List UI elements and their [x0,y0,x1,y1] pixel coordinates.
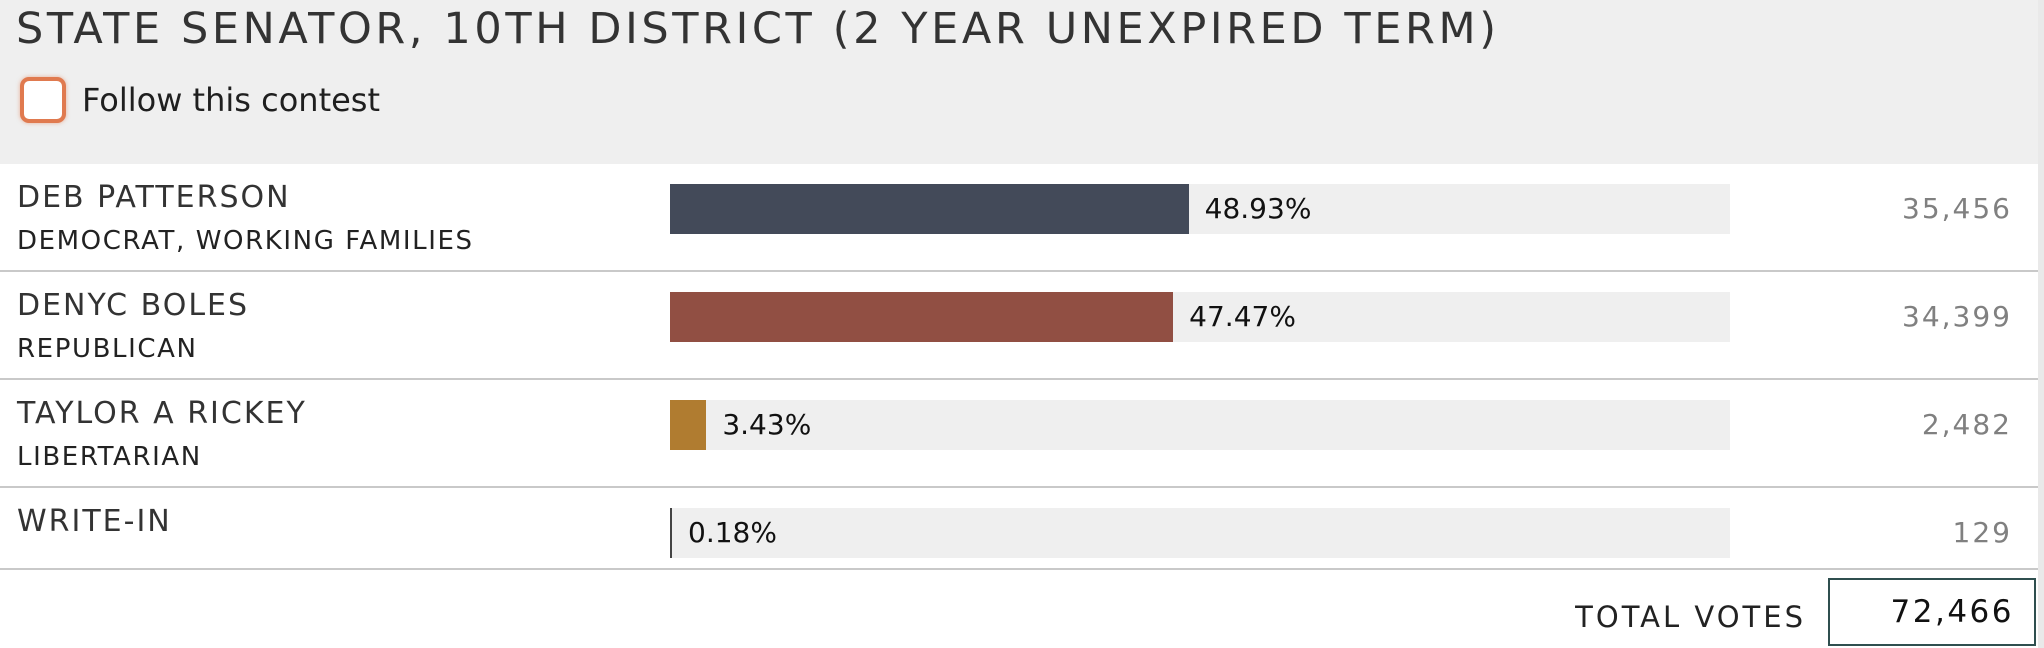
candidate-party: REPUBLICAN [17,334,198,364]
candidate-row: TAYLOR A RICKEY LIBERTARIAN 3.43% 2,482 [0,380,2038,488]
vote-bar-track [670,508,1730,558]
vote-bar-track [670,184,1730,234]
follow-label: Follow this contest [82,81,381,119]
follow-checkbox[interactable] [20,77,66,123]
candidate-name: WRITE-IN [17,504,172,539]
vote-bar-fill [670,400,707,450]
total-votes-box: 72,466 [1828,578,2036,646]
vote-bar-fill [670,184,1189,234]
candidate-party: LIBERTARIAN [17,442,202,472]
vote-count: 2,482 [1921,408,2012,441]
vote-bar-fill [670,508,672,558]
vote-count: 129 [1952,516,2012,549]
candidate-name: DEB PATTERSON [17,180,291,215]
scrollbar-track [2038,0,2044,648]
total-votes-value: 72,466 [1890,594,2014,630]
candidate-name: DENYC BOLES [17,288,250,323]
vote-percent: 48.93% [1204,192,1312,225]
vote-bar-fill [670,292,1174,342]
vote-percent: 47.47% [1189,300,1296,333]
vote-bar-track [670,400,1730,450]
candidate-name: TAYLOR A RICKEY [17,396,307,431]
candidate-row: DENYC BOLES REPUBLICAN 47.47% 34,399 [0,272,2038,380]
vote-count: 34,399 [1902,300,2012,333]
vote-bar-track [670,292,1730,342]
vote-percent: 3.43% [722,408,812,441]
candidate-row: DEB PATTERSON DEMOCRAT, WORKING FAMILIES… [0,164,2038,272]
candidate-row: WRITE-IN 0.18% 129 [0,488,2038,570]
follow-contest-toggle[interactable]: Follow this contest [20,76,380,124]
vote-count: 35,456 [1902,192,2012,225]
contest-title: STATE SENATOR, 10TH DISTRICT (2 YEAR UNE… [16,4,1500,54]
vote-percent: 0.18% [688,516,777,549]
total-votes-label: TOTAL VOTES [1575,600,1806,634]
candidate-party: DEMOCRAT, WORKING FAMILIES [17,226,474,256]
contest-header: STATE SENATOR, 10TH DISTRICT (2 YEAR UNE… [0,0,2044,164]
